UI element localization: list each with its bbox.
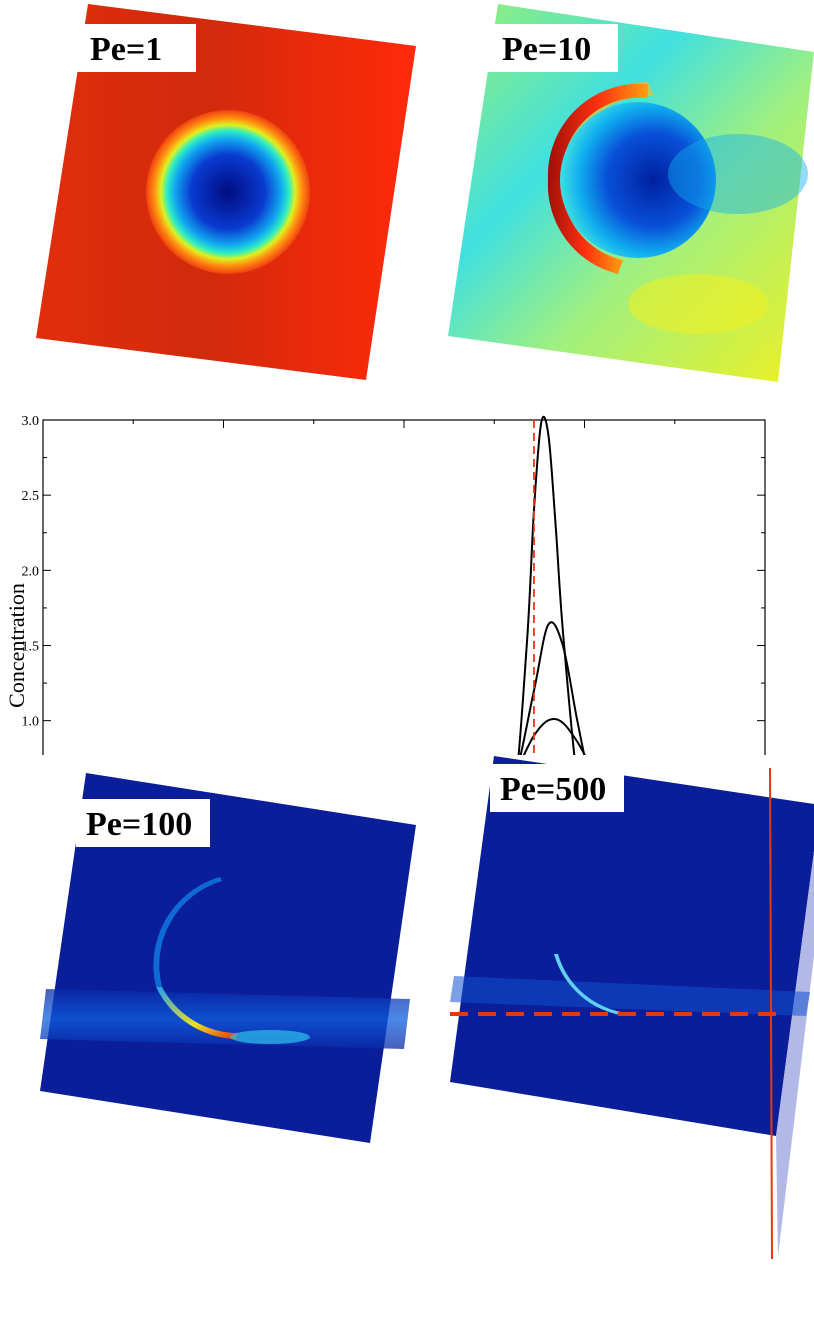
pe1-label-box: Pe=1: [76, 24, 196, 72]
pe10-label: Pe=10: [502, 31, 591, 68]
y-tick-label: 3.0: [22, 414, 40, 429]
y-axis-title: Concentration: [4, 583, 29, 708]
pe100-field-image: [40, 773, 416, 1143]
concentration-curve-4: [519, 621, 586, 755]
pe10-field-image: [448, 4, 814, 382]
concentration-chart: 0.00.51.01.52.02.53.0+l/2+l/40-l/4-l/2 P…: [0, 405, 814, 755]
pe100-label-box: Pe=100: [76, 799, 210, 847]
pe500-vertical-cut-line: [769, 767, 773, 1260]
concentration-curve-3: [522, 718, 586, 755]
y-tick-label: 1.0: [22, 715, 40, 730]
chart-svg: 0.00.51.01.52.02.53.0+l/2+l/40-l/4-l/2 P…: [4, 414, 766, 755]
panel-pe500: Pe=500: [450, 756, 814, 1322]
pe100-label: Pe=100: [86, 806, 192, 843]
concentration-curve-5: [517, 415, 576, 755]
pe500-field-image: [450, 756, 814, 1260]
y-tick-label: 1.5: [22, 640, 40, 655]
panel-pe1: Pe=1: [36, 4, 416, 382]
y-tick-label: 2.5: [22, 489, 40, 504]
pe1-field-image: [36, 4, 416, 380]
pe500-label-box: Pe=500: [490, 764, 624, 812]
panel-pe10: Pe=10: [448, 4, 814, 382]
pe500-label: Pe=500: [500, 771, 606, 808]
pe10-label-box: Pe=10: [488, 24, 618, 72]
y-tick-label: 2.0: [22, 564, 40, 579]
plot-frame: [42, 419, 766, 755]
pe1-label: Pe=1: [90, 31, 162, 68]
panel-pe100: Pe=100: [40, 773, 416, 1143]
